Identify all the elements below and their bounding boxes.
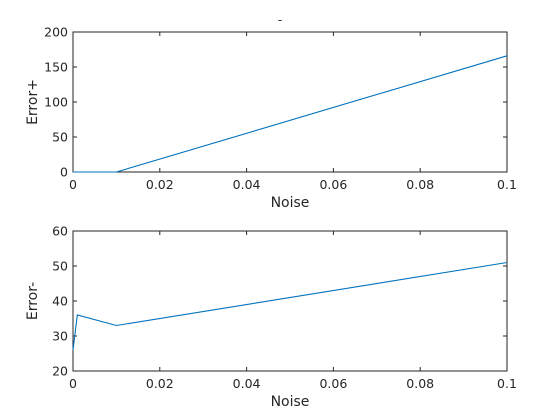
chart1-ytick-label: 50: [52, 130, 68, 145]
chart1-xtick-label: 0.06: [319, 177, 347, 192]
chart2-xtick-label: 0: [69, 376, 77, 391]
chart2-xtick-label: 0.1: [497, 376, 517, 391]
chart2-ylabel: Error-: [25, 282, 41, 320]
chart2-ytick-label: 40: [52, 294, 68, 309]
chart1-ytick-label: 100: [44, 95, 68, 110]
chart1-series-line: [73, 55, 508, 173]
chart2-ytick-label: 20: [52, 364, 68, 379]
chart1-xtick-label: 0.04: [233, 177, 261, 192]
chart1-xtick-label: 0.02: [146, 177, 174, 192]
chart1-ytick-label: 150: [44, 60, 68, 75]
chart1-ytick-label: 0: [60, 165, 68, 180]
chart2-ytick-label: 60: [52, 224, 68, 239]
chart2-xtick-label: 0.08: [406, 376, 434, 391]
chart2-xtick-label: 0.04: [233, 376, 261, 391]
chart1-xtick-label: 0.08: [406, 177, 434, 192]
chart2-xtick-label: 0.06: [319, 376, 347, 391]
chart2-xlabel: Noise: [271, 394, 310, 410]
figure-title-fragment: -: [278, 12, 283, 27]
chart2-ytick-label: 50: [52, 259, 68, 274]
chart1-ylabel: Error+: [25, 79, 41, 125]
chart2-series-line: [72, 261, 508, 351]
chart1-xtick-label: 0: [69, 177, 77, 192]
chart2-ytick-label: 30: [52, 329, 68, 344]
chart1-xlabel: Noise: [271, 195, 310, 211]
chart1-ytick-label: 200: [44, 25, 68, 40]
chart2-xtick-label: 0.02: [146, 376, 174, 391]
chart1-xtick-label: 0.1: [497, 177, 517, 192]
